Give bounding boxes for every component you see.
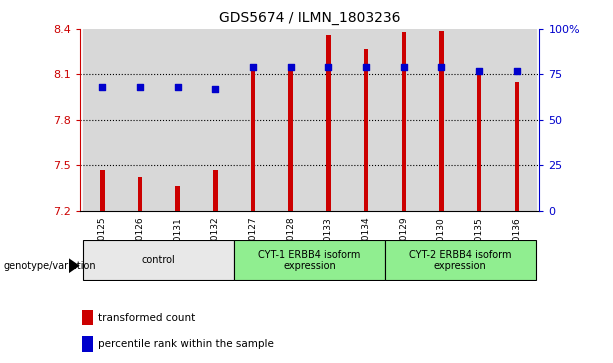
Text: genotype/variation: genotype/variation	[3, 261, 96, 271]
Point	[512, 68, 522, 74]
Polygon shape	[69, 258, 80, 273]
Bar	[364, 49, 368, 211]
Bar	[213, 170, 218, 211]
Point	[474, 68, 484, 74]
Bar	[100, 170, 105, 211]
Bar	[385, 29, 422, 211]
Point	[173, 84, 183, 90]
Bar	[138, 177, 142, 211]
Bar	[326, 35, 330, 211]
Bar	[234, 240, 385, 281]
Bar	[498, 29, 536, 211]
Text: transformed count: transformed count	[98, 313, 196, 323]
Bar	[175, 186, 180, 211]
Point	[399, 64, 409, 70]
Text: CYT-1 ERBB4 isoform
expression: CYT-1 ERBB4 isoform expression	[258, 250, 361, 271]
Bar	[347, 29, 385, 211]
Text: control: control	[142, 256, 176, 265]
Bar	[82, 310, 93, 325]
Title: GDS5674 / ILMN_1803236: GDS5674 / ILMN_1803236	[219, 11, 400, 25]
Bar	[477, 72, 481, 211]
Point	[324, 64, 333, 70]
Bar	[83, 240, 234, 281]
Point	[361, 64, 371, 70]
Text: CYT-2 ERBB4 isoform
expression: CYT-2 ERBB4 isoform expression	[409, 250, 512, 271]
Bar	[310, 29, 347, 211]
Point	[210, 86, 220, 92]
Bar	[234, 29, 272, 211]
Point	[135, 84, 145, 90]
Bar	[82, 337, 93, 352]
Text: percentile rank within the sample: percentile rank within the sample	[98, 339, 274, 349]
Bar	[197, 29, 234, 211]
Bar	[272, 29, 310, 211]
Bar	[460, 29, 498, 211]
Bar	[83, 29, 121, 211]
Point	[248, 64, 258, 70]
Bar	[121, 29, 159, 211]
Bar	[514, 82, 519, 211]
Point	[286, 64, 295, 70]
Bar	[385, 240, 536, 281]
Point	[436, 64, 446, 70]
Bar	[251, 72, 255, 211]
Bar	[402, 32, 406, 211]
Bar	[422, 29, 460, 211]
Bar	[159, 29, 197, 211]
Point	[97, 84, 107, 90]
Bar	[289, 72, 293, 211]
Bar	[439, 30, 444, 211]
